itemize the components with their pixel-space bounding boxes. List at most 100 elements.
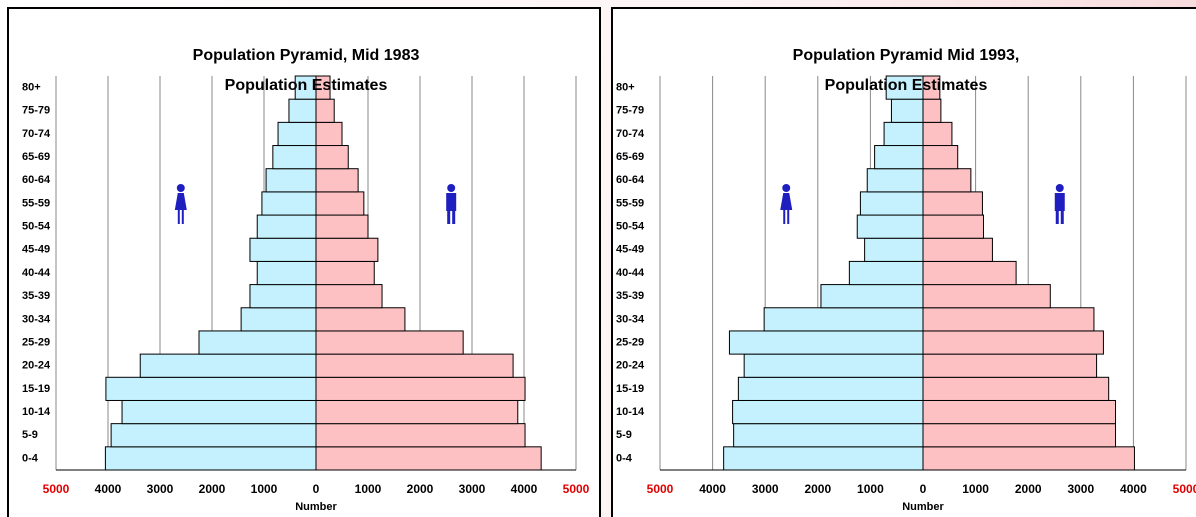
bar <box>848 260 924 286</box>
category-label: 20-24 <box>22 360 51 372</box>
person-icon <box>447 184 456 192</box>
x-tick-label: 4000 <box>511 482 538 496</box>
x-tick-label: 3000 <box>147 482 174 496</box>
x-tick-label: 3000 <box>752 482 779 496</box>
category-label: 75-79 <box>616 105 644 117</box>
bar <box>315 121 343 147</box>
bar <box>315 191 365 216</box>
x-tick-label: 1000 <box>251 482 278 496</box>
x-tick-label: 5000 <box>1173 482 1196 496</box>
bar <box>922 423 1117 448</box>
x-tick-label: 2000 <box>804 482 831 496</box>
category-label: 75-79 <box>22 105 50 117</box>
person-icon <box>1055 184 1064 192</box>
bar <box>859 191 924 216</box>
bar <box>922 376 1110 401</box>
bar <box>249 237 317 262</box>
bar <box>249 284 317 309</box>
x-tick-label: 1000 <box>857 482 884 496</box>
person-icon <box>782 184 791 192</box>
category-label: 10-14 <box>22 406 51 418</box>
bar <box>104 446 317 471</box>
category-label: 25-29 <box>616 336 644 348</box>
bar <box>922 330 1104 355</box>
chart-title: Population Pyramid Mid 1993, <box>793 47 1020 64</box>
x-axis-label: Number <box>295 501 337 513</box>
bar <box>315 376 526 401</box>
bar <box>288 98 317 123</box>
category-label: 50-54 <box>22 221 51 233</box>
category-label: 5-9 <box>616 429 632 441</box>
category-label: 35-39 <box>616 290 644 302</box>
bar <box>315 237 379 262</box>
bar <box>922 446 1135 471</box>
category-label: 15-19 <box>616 383 644 395</box>
category-label: 65-69 <box>22 151 50 163</box>
x-tick-label: 4000 <box>1120 482 1147 496</box>
category-label: 55-59 <box>22 197 50 209</box>
category-label: 65-69 <box>616 151 644 163</box>
category-label: 25-29 <box>22 336 50 348</box>
category-label: 0-4 <box>22 452 39 464</box>
category-label: 5-9 <box>22 429 38 441</box>
category-label: 15-19 <box>22 383 50 395</box>
chart-title: Population Pyramid, Mid 1983 <box>193 47 420 64</box>
x-tick-label: 0 <box>313 482 320 496</box>
bar <box>315 214 369 239</box>
x-tick-label: 3000 <box>1067 482 1094 496</box>
category-label: 50-54 <box>616 221 645 233</box>
bar <box>922 214 984 239</box>
person-icon <box>176 184 185 192</box>
x-axis-label: Number <box>902 501 944 513</box>
bar <box>922 145 959 170</box>
bar <box>315 353 514 378</box>
bar <box>922 284 1051 309</box>
bar <box>240 307 317 332</box>
person-icon <box>446 193 457 224</box>
bar <box>883 121 924 147</box>
bar <box>922 191 983 216</box>
category-label: 40-44 <box>22 267 51 279</box>
bar <box>272 145 317 170</box>
bar <box>139 353 317 378</box>
category-label: 40-44 <box>616 267 645 279</box>
category-label: 45-49 <box>22 244 50 256</box>
bar <box>256 260 317 286</box>
category-label: 60-64 <box>616 174 645 186</box>
category-label: 55-59 <box>616 197 644 209</box>
x-tick-label: 3000 <box>459 482 486 496</box>
category-label: 35-39 <box>22 290 50 302</box>
bar <box>105 376 317 401</box>
bar <box>728 330 924 355</box>
x-tick-label: 5000 <box>43 482 70 496</box>
bar <box>743 353 924 378</box>
bar <box>315 399 519 425</box>
bar <box>820 284 924 309</box>
bar <box>261 191 317 216</box>
x-tick-label: 2000 <box>199 482 226 496</box>
bar <box>922 307 1095 332</box>
bar <box>874 145 924 170</box>
bar <box>763 307 924 332</box>
bar <box>922 353 1098 378</box>
chart-subtitle: Population Estimates <box>825 77 988 94</box>
bar <box>315 423 526 448</box>
category-label: 0-4 <box>616 452 633 464</box>
x-tick-label: 4000 <box>699 482 726 496</box>
x-tick-label: 1000 <box>355 482 382 496</box>
bar <box>277 121 317 147</box>
bar <box>922 260 1017 286</box>
x-tick-label: 5000 <box>647 482 674 496</box>
category-label: 70-74 <box>616 128 645 140</box>
category-label: 80+ <box>616 81 635 93</box>
bar <box>922 168 972 193</box>
bar <box>866 168 924 193</box>
bar <box>922 75 941 100</box>
x-tick-label: 0 <box>920 482 927 496</box>
bar <box>922 237 993 262</box>
chart-subtitle: Population Estimates <box>225 77 388 94</box>
bar <box>265 168 317 193</box>
bar <box>110 423 317 448</box>
person-icon <box>1054 193 1065 224</box>
bar <box>315 284 383 309</box>
